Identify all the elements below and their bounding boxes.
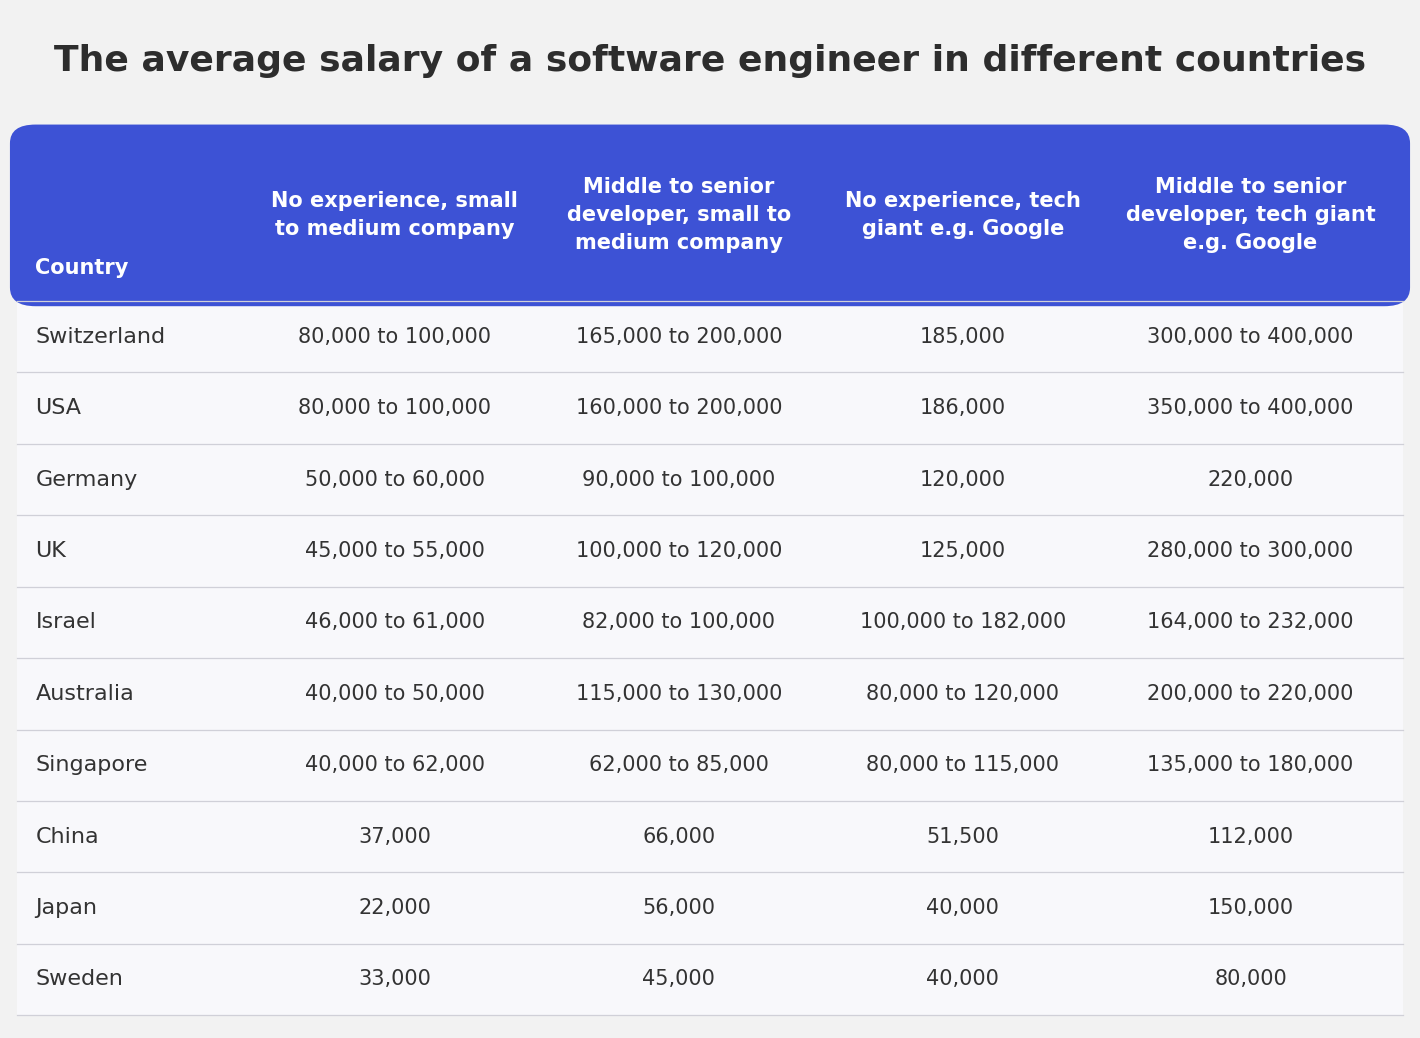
Text: 200,000 to 220,000: 200,000 to 220,000: [1147, 684, 1353, 704]
Text: 40,000: 40,000: [926, 898, 1000, 918]
Text: 45,000 to 55,000: 45,000 to 55,000: [305, 541, 484, 561]
Text: 56,000: 56,000: [642, 898, 716, 918]
Text: 115,000 to 130,000: 115,000 to 130,000: [575, 684, 782, 704]
Text: 150,000: 150,000: [1207, 898, 1294, 918]
Text: Israel: Israel: [36, 612, 97, 632]
Text: 160,000 to 200,000: 160,000 to 200,000: [575, 399, 782, 418]
Text: No experience, small
to medium company: No experience, small to medium company: [271, 191, 518, 240]
Text: 350,000 to 400,000: 350,000 to 400,000: [1147, 399, 1353, 418]
Text: 82,000 to 100,000: 82,000 to 100,000: [582, 612, 775, 632]
Text: 66,000: 66,000: [642, 826, 716, 847]
Text: 165,000 to 200,000: 165,000 to 200,000: [575, 327, 782, 347]
Text: 280,000 to 300,000: 280,000 to 300,000: [1147, 541, 1353, 561]
Text: Middle to senior
developer, tech giant
e.g. Google: Middle to senior developer, tech giant e…: [1126, 177, 1376, 253]
Text: Australia: Australia: [36, 684, 135, 704]
Text: No experience, tech
giant e.g. Google: No experience, tech giant e.g. Google: [845, 191, 1081, 240]
Text: 100,000 to 182,000: 100,000 to 182,000: [859, 612, 1066, 632]
Text: USA: USA: [36, 399, 81, 418]
Text: China: China: [36, 826, 99, 847]
Text: Switzerland: Switzerland: [36, 327, 166, 347]
Text: 33,000: 33,000: [358, 969, 432, 989]
Text: Middle to senior
developer, small to
medium company: Middle to senior developer, small to med…: [567, 177, 791, 253]
Text: Germany: Germany: [36, 469, 138, 490]
Bar: [17, 301, 1403, 1015]
Text: 50,000 to 60,000: 50,000 to 60,000: [305, 469, 484, 490]
Text: 80,000: 80,000: [1214, 969, 1287, 989]
Text: 125,000: 125,000: [920, 541, 1005, 561]
Text: 220,000: 220,000: [1207, 469, 1294, 490]
Text: 300,000 to 400,000: 300,000 to 400,000: [1147, 327, 1353, 347]
Text: 112,000: 112,000: [1207, 826, 1294, 847]
Text: 80,000 to 120,000: 80,000 to 120,000: [866, 684, 1059, 704]
Text: 185,000: 185,000: [920, 327, 1005, 347]
Text: 90,000 to 100,000: 90,000 to 100,000: [582, 469, 775, 490]
Text: Singapore: Singapore: [36, 756, 148, 775]
Text: 62,000 to 85,000: 62,000 to 85,000: [589, 756, 768, 775]
Text: The average salary of a software engineer in different countries: The average salary of a software enginee…: [54, 44, 1366, 78]
Text: Japan: Japan: [36, 898, 98, 918]
Text: 51,500: 51,500: [926, 826, 1000, 847]
Text: Country: Country: [36, 258, 129, 278]
Text: 80,000 to 100,000: 80,000 to 100,000: [298, 399, 491, 418]
Text: 100,000 to 120,000: 100,000 to 120,000: [575, 541, 782, 561]
Text: 80,000 to 100,000: 80,000 to 100,000: [298, 327, 491, 347]
Text: 164,000 to 232,000: 164,000 to 232,000: [1147, 612, 1353, 632]
Text: Sweden: Sweden: [36, 969, 124, 989]
Text: 46,000 to 61,000: 46,000 to 61,000: [305, 612, 484, 632]
Text: 40,000 to 50,000: 40,000 to 50,000: [305, 684, 484, 704]
Text: 37,000: 37,000: [358, 826, 432, 847]
Text: 80,000 to 115,000: 80,000 to 115,000: [866, 756, 1059, 775]
Text: 120,000: 120,000: [920, 469, 1005, 490]
FancyBboxPatch shape: [10, 125, 1410, 306]
Text: 186,000: 186,000: [920, 399, 1005, 418]
Text: UK: UK: [36, 541, 67, 561]
Text: 40,000 to 62,000: 40,000 to 62,000: [305, 756, 484, 775]
Text: 45,000: 45,000: [642, 969, 716, 989]
Text: 40,000: 40,000: [926, 969, 1000, 989]
Text: 135,000 to 180,000: 135,000 to 180,000: [1147, 756, 1353, 775]
Text: 22,000: 22,000: [358, 898, 432, 918]
